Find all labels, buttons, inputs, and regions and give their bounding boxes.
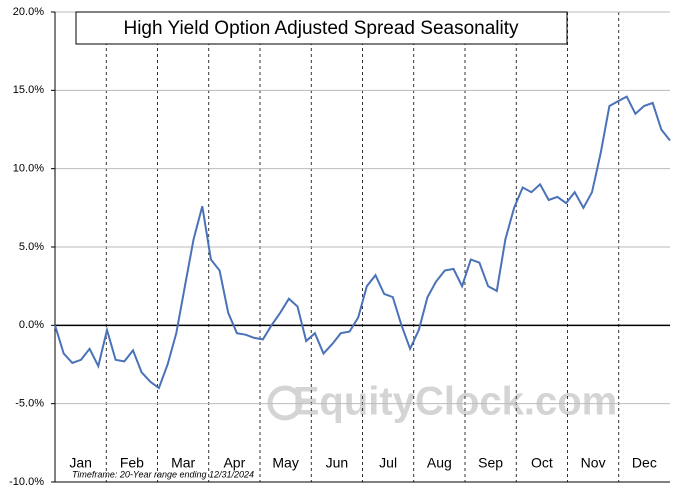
x-tick-label: Apr xyxy=(223,455,245,471)
y-tick-label: 15.0% xyxy=(13,84,44,96)
x-tick-label: Aug xyxy=(427,455,452,471)
x-tick-label: Feb xyxy=(120,455,144,471)
series-line xyxy=(54,95,671,390)
x-tick-label: Sep xyxy=(478,455,503,471)
y-tick-label: -10.0% xyxy=(9,476,44,488)
x-tick-label: Jul xyxy=(379,455,397,471)
x-tick-label: Jan xyxy=(69,455,92,471)
watermark-logo xyxy=(267,385,303,421)
title-box xyxy=(75,11,568,45)
x-tick-label: Mar xyxy=(171,455,195,471)
x-tick-label: Dec xyxy=(632,455,657,471)
watermark: EquityClock.com xyxy=(293,380,618,424)
x-tick-label: Jun xyxy=(326,455,349,471)
y-tick-label: 20.0% xyxy=(13,6,44,18)
y-tick-label: -5.0% xyxy=(15,398,44,410)
y-tick-label: 5.0% xyxy=(19,241,44,253)
x-tick-label: Oct xyxy=(531,455,553,471)
annotation: Timeframe: 20-Year range ending 12/31/20… xyxy=(72,469,254,479)
x-tick-label: May xyxy=(272,455,298,471)
y-tick-label: 0.0% xyxy=(19,319,44,331)
chart-title: High Yield Option Adjusted Spread Season… xyxy=(123,18,519,39)
y-tick-label: 10.0% xyxy=(13,163,44,175)
x-tick-label: Nov xyxy=(581,455,606,471)
